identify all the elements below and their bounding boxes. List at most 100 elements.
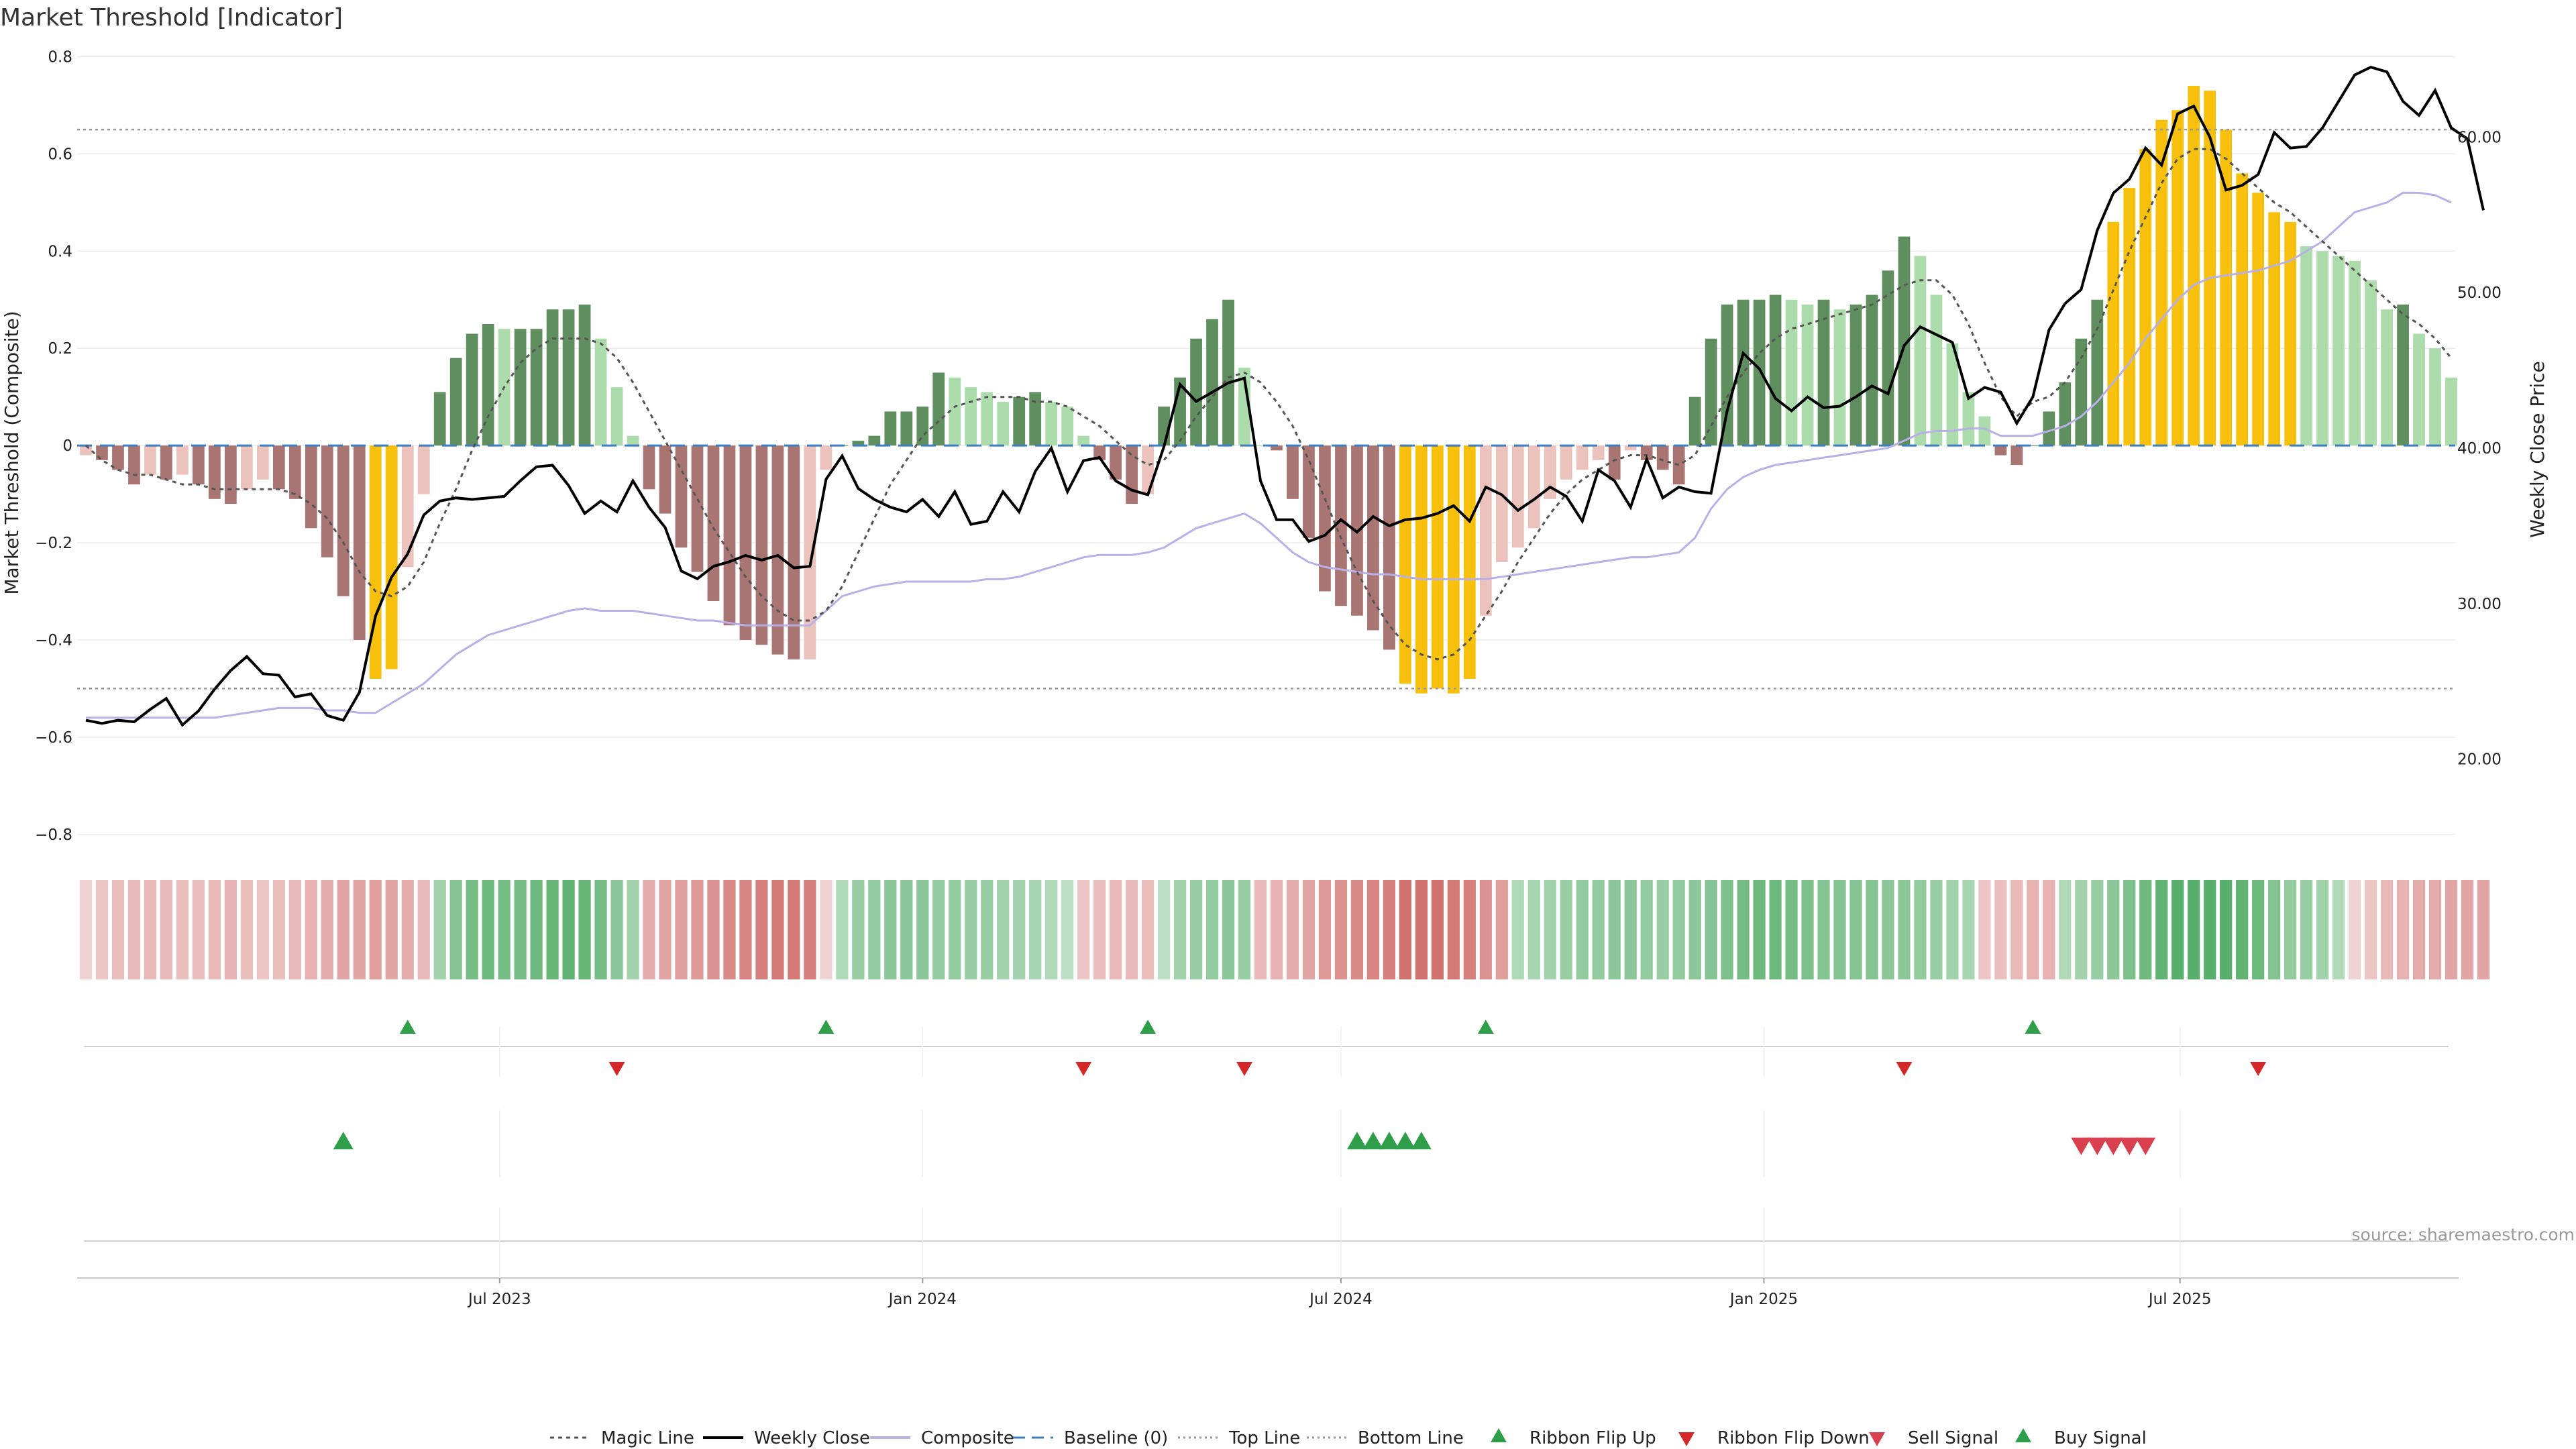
composite-bar: [209, 445, 221, 499]
composite-bar: [2365, 280, 2377, 446]
ribbon-flip-down-marker: [1075, 1062, 1092, 1076]
ribbon-cell: [1318, 880, 1332, 979]
composite-bar: [1287, 445, 1299, 499]
ribbon-cell: [144, 880, 157, 979]
composite-bar: [466, 333, 478, 446]
ribbon-cell: [240, 880, 253, 979]
ribbon-cell: [2412, 880, 2426, 979]
composite-bar: [530, 329, 543, 446]
ribbon-cell: [755, 880, 768, 979]
composite-bar: [1254, 445, 1267, 447]
ribbon-cell: [1705, 880, 1717, 979]
ribbon-cell: [1817, 880, 1830, 979]
ribbon-cell: [1898, 880, 1911, 979]
composite-bar: [353, 445, 366, 640]
ribbon-flip-up-marker: [818, 1020, 835, 1034]
composite-bar: [1608, 445, 1621, 480]
ribbon-cell: [594, 880, 607, 979]
composite-bar: [417, 445, 430, 494]
ribbon-cell: [965, 880, 977, 979]
composite-bar: [1560, 445, 1572, 480]
composite-bar: [1511, 445, 1524, 548]
composite-bar: [1463, 445, 1476, 679]
ribbon-cell: [804, 880, 816, 979]
ribbon-cell: [1962, 880, 1975, 979]
ribbon-cell: [2027, 880, 2039, 979]
composite-bar: [2332, 256, 2345, 446]
composite-bar: [1479, 445, 1492, 616]
ribbon-flip-up-marker: [399, 1020, 416, 1034]
ribbon-cell: [224, 880, 237, 979]
ribbon-cell: [739, 880, 752, 979]
ribbon-cell: [1366, 880, 1380, 979]
ribbon-cell: [723, 880, 736, 979]
composite-bar: [96, 445, 108, 460]
ribbon-cell: [449, 880, 462, 979]
ribbon-cell: [2010, 880, 2023, 979]
ribbon-cell: [2332, 880, 2345, 979]
ribbon-cell: [1688, 880, 1701, 979]
ribbon-flip-down-marker: [608, 1062, 625, 1076]
ribbon-cell: [2300, 880, 2313, 979]
composite-bar: [256, 445, 269, 480]
ribbon-cell: [578, 880, 591, 979]
ribbon-cell: [208, 880, 221, 979]
composite-bar: [1383, 445, 1395, 650]
composite-bar: [1238, 368, 1250, 446]
composite-bar: [2043, 411, 2055, 446]
ribbon-cell: [2445, 880, 2458, 979]
composite-bar: [2268, 212, 2281, 446]
ribbon-cell: [1592, 880, 1605, 979]
composite-bar: [1914, 256, 1927, 446]
ribbon-cell: [385, 880, 398, 979]
source-label: source: sharemaestro.com: [2352, 1225, 2575, 1244]
legend-label: Composite: [921, 1428, 1014, 1448]
composite-bar: [80, 445, 92, 455]
composite-bar: [1335, 445, 1347, 606]
composite-bar: [2171, 110, 2184, 446]
y-right-tick-label: 60.00: [2457, 129, 2502, 146]
ribbon-cell: [160, 880, 173, 979]
ribbon-cell: [2396, 880, 2410, 979]
ribbon-cell: [1640, 880, 1653, 979]
composite-bar: [1142, 445, 1154, 494]
composite-bar: [804, 445, 816, 659]
ribbon-cell: [1833, 880, 1846, 979]
ribbon-cell: [2171, 880, 2184, 979]
ribbon-cell: [514, 880, 527, 979]
ribbon-cell: [1994, 880, 2007, 979]
ribbon-cell: [1511, 880, 1524, 979]
composite-bar: [820, 445, 833, 470]
ribbon-cell: [466, 880, 478, 979]
ribbon-cell: [1045, 880, 1058, 979]
composite-bar: [385, 445, 398, 669]
composite-bar: [128, 445, 140, 485]
composite-bar: [2252, 193, 2265, 446]
composite-bar: [1110, 445, 1122, 480]
ribbon-cell: [353, 880, 366, 979]
composite-bar: [1093, 445, 1106, 460]
ribbon-cell: [820, 880, 833, 979]
buy-signal-marker: [1411, 1132, 1432, 1150]
composite-bar: [852, 440, 865, 446]
y-right-tick-label: 50.00: [2457, 284, 2502, 302]
y-left-tick-label: 0.6: [48, 146, 72, 163]
ribbon-cell: [1544, 880, 1556, 979]
legend-label: Bottom Line: [1358, 1428, 1464, 1448]
legend-swatch-triangle-up: [1491, 1428, 1507, 1442]
ribbon-cell: [2155, 880, 2168, 979]
ribbon-cell: [691, 880, 704, 979]
ribbon-cell: [2268, 880, 2281, 979]
ribbon-cell: [498, 880, 511, 979]
legend-item: Top Line: [1178, 1428, 1300, 1448]
date-tick-label: Jan 2025: [1729, 1291, 1798, 1308]
composite-bar: [997, 401, 1010, 446]
ribbon-cell: [2107, 880, 2120, 979]
ribbon-cell: [659, 880, 672, 979]
ribbon-cell: [997, 880, 1010, 979]
composite-bar: [401, 445, 414, 568]
composite-bar: [1866, 294, 1878, 446]
composite-bar: [1029, 392, 1042, 446]
composite-bar: [2155, 119, 2168, 446]
